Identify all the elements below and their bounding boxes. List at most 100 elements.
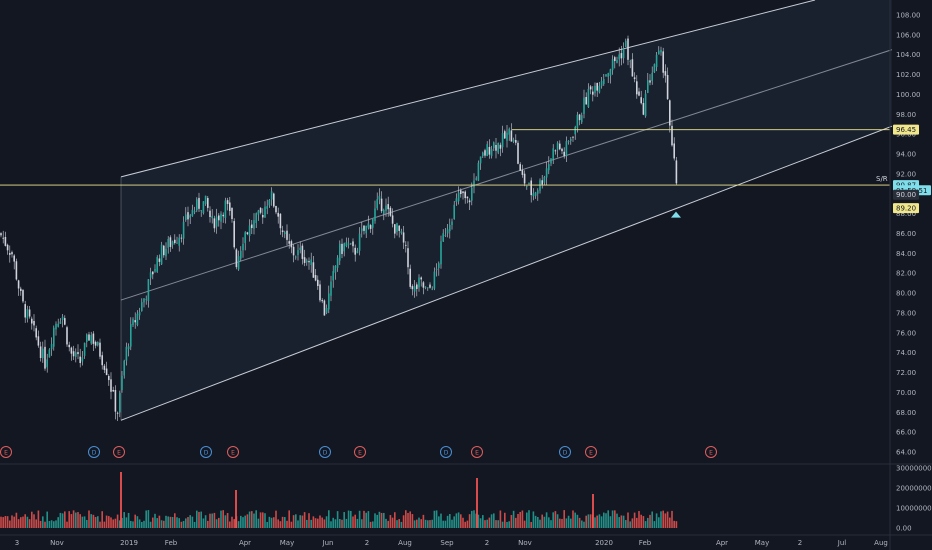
- volume-bar: [537, 517, 539, 528]
- dividend-event-icon[interactable]: [200, 446, 212, 458]
- candle-body: [299, 247, 301, 251]
- time-tick-label: 2: [485, 539, 489, 547]
- regression-channel[interactable]: [120, 0, 893, 421]
- volume-bar: [266, 521, 268, 528]
- volume-bar: [121, 517, 123, 528]
- volume-bar: [473, 510, 475, 528]
- time-tick-label: 2019: [120, 539, 138, 547]
- candle-body: [534, 192, 537, 196]
- candle-body: [319, 284, 321, 301]
- volume-bar: [237, 521, 240, 528]
- candle-body: [649, 80, 651, 83]
- candle-body: [438, 263, 440, 268]
- candle-body: [352, 241, 354, 247]
- earnings-event-icon[interactable]: [585, 446, 597, 458]
- support-resistance-lines[interactable]: S/R: [0, 129, 890, 218]
- volume-bar: [622, 515, 625, 528]
- candle-body: [576, 114, 579, 129]
- candle-body: [611, 59, 614, 71]
- earnings-event-icon[interactable]: [227, 446, 239, 458]
- volume-bar: [367, 511, 370, 528]
- volume-bar: [105, 515, 108, 528]
- channel-upper-line[interactable]: [120, 0, 816, 178]
- channel-lower-line[interactable]: [120, 125, 893, 421]
- candle-body: [554, 150, 557, 152]
- earnings-event-icon[interactable]: [0, 446, 12, 458]
- candle-body: [55, 323, 57, 330]
- candle-body: [669, 100, 671, 126]
- price-tag-label: 89.20: [896, 205, 916, 213]
- candle-body: [200, 210, 202, 211]
- candle-body: [83, 342, 86, 356]
- dividend-event-icon[interactable]: [559, 446, 571, 458]
- candle-body: [631, 59, 634, 77]
- dividend-event-icon[interactable]: [319, 446, 331, 458]
- candle-body: [308, 261, 310, 263]
- volume-bar: [350, 510, 352, 528]
- price-tick-label: 98.00: [896, 111, 916, 119]
- volume-bar: [594, 517, 596, 528]
- volume-bar: [44, 521, 46, 528]
- candle-body: [123, 360, 125, 376]
- candle-body: [526, 186, 528, 187]
- candle-body: [519, 164, 521, 171]
- candle-body: [127, 346, 130, 349]
- volume-bar: [6, 516, 9, 528]
- earnings-event-icon[interactable]: [471, 446, 483, 458]
- candle-body: [666, 75, 669, 100]
- candle-body: [625, 40, 627, 48]
- volume-bar: [506, 521, 508, 528]
- earnings-event-icon[interactable]: [113, 446, 125, 458]
- candle-body: [303, 257, 306, 263]
- candle-body: [528, 183, 530, 185]
- candle-body: [81, 357, 84, 362]
- candle-body: [372, 219, 374, 228]
- channel-middle-line[interactable]: [120, 49, 893, 301]
- candle-body: [442, 233, 444, 242]
- volume-bar: [383, 512, 385, 528]
- volume-bar: [642, 516, 645, 528]
- candle-body: [640, 97, 642, 104]
- candle-body: [279, 213, 282, 229]
- candle-body: [644, 93, 647, 117]
- candle-body: [618, 54, 620, 60]
- dividend-event-icon[interactable]: [440, 446, 452, 458]
- candle-body: [105, 368, 108, 376]
- dividend-event-icon[interactable]: [88, 446, 100, 458]
- volume-bar: [504, 512, 506, 528]
- candle-body: [578, 114, 581, 121]
- volume-bar: [482, 515, 484, 528]
- candle-body: [77, 352, 79, 355]
- time-tick-label: Nov: [50, 539, 64, 547]
- time-axis[interactable]: 3 Nov 2019 Feb Apr May Jun 2 Aug Sep 2 Nov 2020 Feb Ap…: [15, 539, 888, 547]
- candle-body: [343, 243, 345, 252]
- volume-bar: [53, 521, 55, 528]
- earnings-event-icon[interactable]: [705, 446, 717, 458]
- volume-bar: [464, 521, 466, 528]
- volume-bar: [435, 510, 438, 528]
- candle-body: [284, 232, 286, 235]
- volume-bar: [526, 512, 528, 528]
- volume-bar: [253, 513, 255, 528]
- volume-bar: [35, 519, 37, 528]
- volume-bar: [363, 510, 365, 528]
- candle-body: [402, 232, 405, 243]
- up-arrow-icon[interactable]: [671, 211, 681, 218]
- candle-body: [400, 231, 403, 234]
- candle-body: [325, 307, 328, 313]
- candle-body: [147, 279, 150, 301]
- candle-body: [226, 200, 229, 204]
- earnings-event-icon[interactable]: [354, 446, 366, 458]
- candle-body: [581, 115, 583, 123]
- time-tick-label: 2: [798, 539, 802, 547]
- volume-bar: [424, 519, 427, 528]
- volume-bar: [614, 510, 616, 528]
- candle-body: [185, 214, 187, 221]
- volume-bar: [207, 520, 209, 528]
- candle-body: [70, 347, 73, 354]
- volume-bar: [226, 512, 229, 528]
- candle-body: [37, 336, 40, 346]
- volume-bar: [389, 515, 392, 528]
